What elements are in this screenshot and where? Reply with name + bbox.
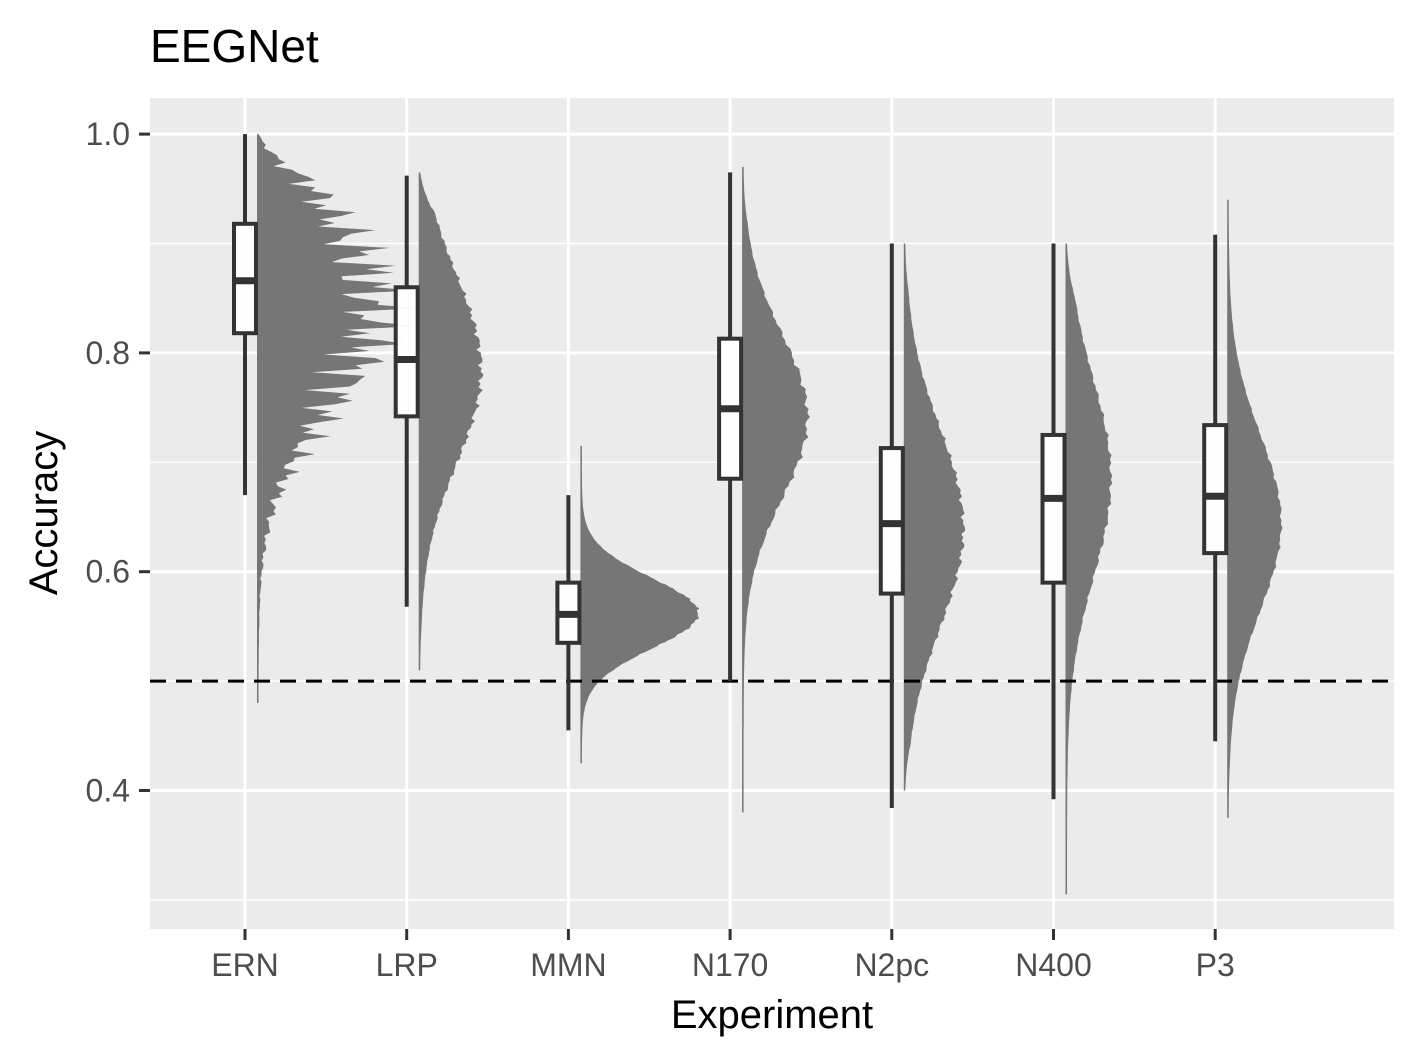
x-axis-title: Experiment — [671, 993, 873, 1037]
y-axis-title: Accuracy — [22, 431, 66, 596]
chart-title: EEGNet — [150, 20, 319, 72]
x-axis: ERN LRP MMN N170 N2pc N400 P3 — [211, 929, 1235, 983]
density-mmn — [580, 445, 700, 764]
y-tick-label: 1.0 — [86, 116, 130, 152]
density-lrp — [418, 172, 484, 671]
density-n170 — [742, 166, 810, 813]
x-tick-label: N2pc — [854, 947, 929, 983]
iqr-box — [393, 285, 420, 419]
density-n2pc — [903, 243, 966, 791]
x-tick-label: MMN — [530, 947, 606, 983]
boxplot-p3 — [1202, 234, 1229, 742]
iqr-box — [1202, 423, 1229, 556]
x-tick-label: ERN — [211, 947, 279, 983]
boxplot-n2pc — [878, 243, 905, 809]
x-tick-label: LRP — [376, 947, 438, 983]
boxplot-n400 — [1040, 243, 1067, 800]
boxplot-mmn — [555, 495, 582, 731]
x-tick-label: N400 — [1015, 947, 1092, 983]
density-layer — [257, 134, 1283, 895]
y-tick-label: 0.8 — [86, 335, 130, 371]
boxplot-layer — [232, 134, 1229, 809]
boxplot-ern — [232, 134, 258, 496]
density-ern — [257, 134, 422, 704]
x-tick-label: N170 — [692, 947, 769, 983]
y-tick-label: 0.6 — [86, 554, 130, 590]
y-axis: 0.4 0.6 0.8 1.0 — [86, 116, 150, 809]
y-tick-label: 0.4 — [86, 773, 130, 809]
density-n400 — [1065, 243, 1113, 895]
boxplot-lrp — [393, 175, 420, 607]
boxplot-n170 — [717, 172, 744, 682]
density-p3 — [1227, 199, 1283, 818]
iqr-box — [1040, 432, 1067, 585]
x-tick-label: P3 — [1196, 947, 1235, 983]
